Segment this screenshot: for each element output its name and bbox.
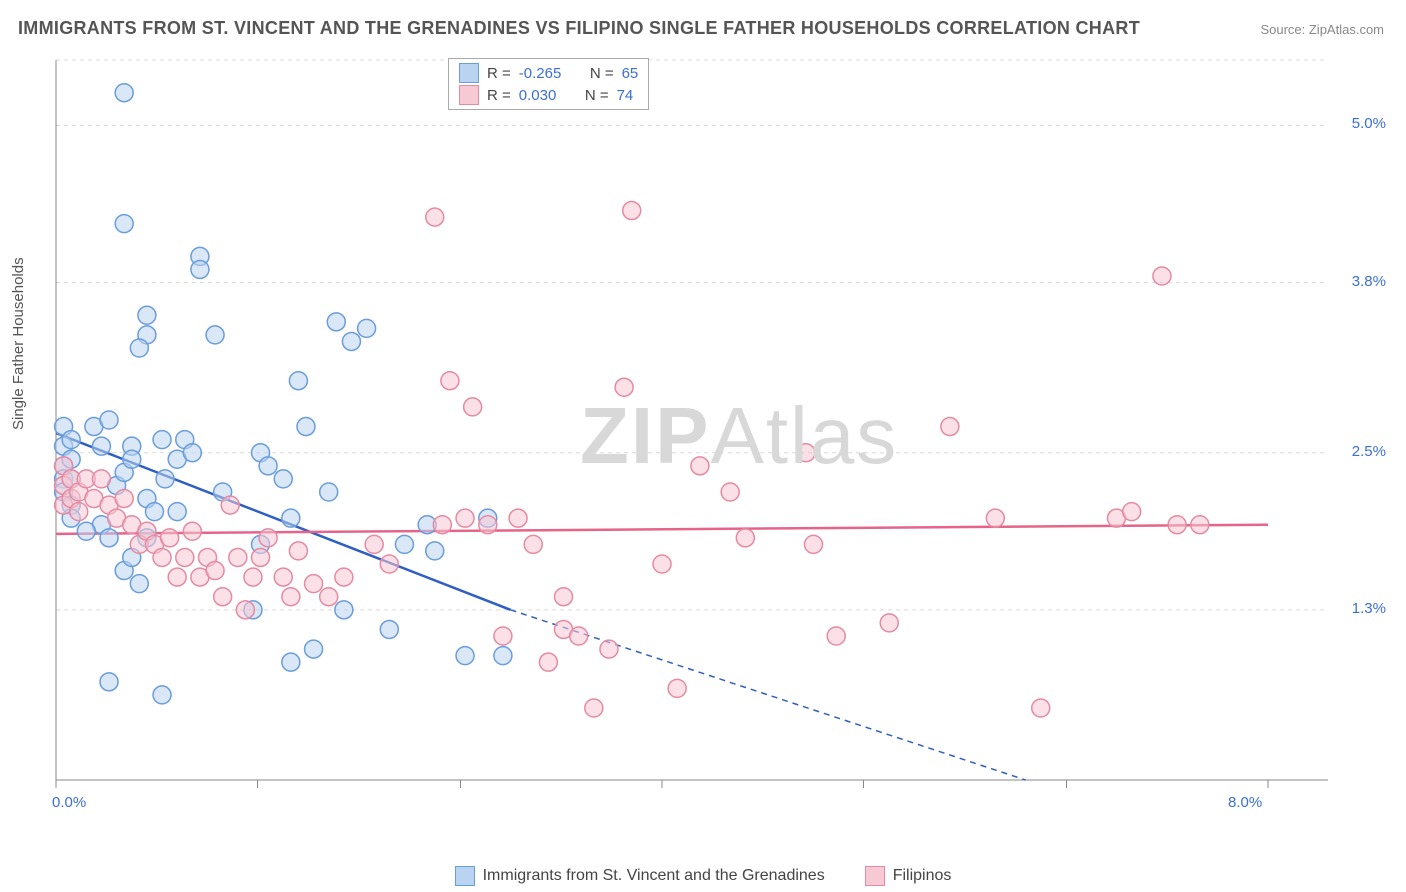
y-tick-label: 2.5%: [1352, 443, 1386, 460]
legend-swatch-icon: [865, 866, 885, 886]
legend-item-2: Filipinos: [865, 866, 952, 886]
legend-item-1: Immigrants from St. Vincent and the Gren…: [455, 866, 825, 886]
y-axis-label: Single Father Households: [10, 257, 27, 430]
chart-title: IMMIGRANTS FROM ST. VINCENT AND THE GREN…: [18, 18, 1140, 39]
r-label: R =: [487, 87, 511, 104]
legend-label: Filipinos: [893, 867, 952, 885]
legend-label: Immigrants from St. Vincent and the Gren…: [483, 867, 825, 885]
source-label: Source: ZipAtlas.com: [1260, 22, 1384, 37]
x-tick-label: 8.0%: [1228, 794, 1262, 811]
watermark-rest: Atlas: [710, 391, 898, 480]
n-value: 74: [617, 87, 634, 104]
watermark: ZIPAtlas: [580, 390, 898, 482]
n-value: 65: [622, 65, 639, 82]
y-tick-label: 1.3%: [1352, 600, 1386, 617]
legend-swatch-icon: [455, 866, 475, 886]
correlation-legend: R = -0.265 N = 65R = 0.030 N = 74: [448, 58, 649, 110]
y-tick-label: 5.0%: [1352, 115, 1386, 132]
r-value: -0.265: [519, 65, 562, 82]
y-tick-label: 3.8%: [1352, 273, 1386, 290]
n-label: N =: [585, 87, 609, 104]
series-legend: Immigrants from St. Vincent and the Gren…: [0, 866, 1406, 886]
r-label: R =: [487, 65, 511, 82]
n-label: N =: [590, 65, 614, 82]
legend-stat-row: R = 0.030 N = 74: [459, 85, 638, 105]
watermark-bold: ZIP: [580, 391, 710, 480]
x-tick-label: 0.0%: [52, 794, 86, 811]
legend-stat-row: R = -0.265 N = 65: [459, 63, 638, 83]
legend-swatch-icon: [459, 85, 479, 105]
legend-swatch-icon: [459, 63, 479, 83]
r-value: 0.030: [519, 87, 557, 104]
